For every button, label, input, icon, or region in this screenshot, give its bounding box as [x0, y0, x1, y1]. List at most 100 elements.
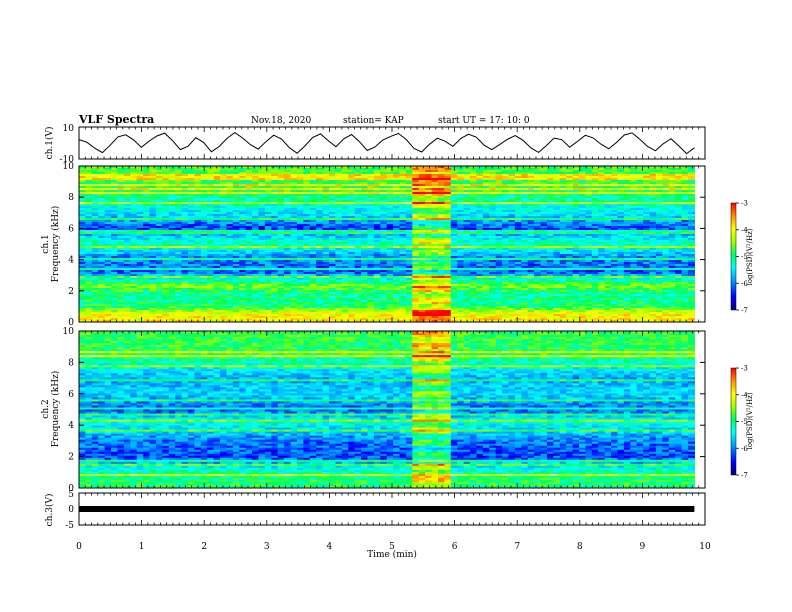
- spectrogram-cell: [437, 252, 445, 255]
- spectrogram-cell: [617, 264, 625, 267]
- spectrogram-cell: [79, 236, 87, 239]
- spectrogram-cell: [290, 266, 298, 269]
- spectrogram-cell: [457, 254, 465, 257]
- spectrogram-cell: [85, 180, 93, 183]
- spectrogram-cell: [636, 236, 644, 239]
- spectrogram-cell: [194, 176, 202, 179]
- spectrogram-cell: [373, 254, 381, 257]
- spectrogram-cell: [348, 174, 356, 177]
- spectrogram-cell: [130, 224, 138, 227]
- spectrogram-cell: [130, 204, 138, 207]
- spectrogram-cell: [604, 188, 612, 191]
- spectrogram-cell: [386, 184, 394, 187]
- spectrogram-cell: [681, 214, 689, 217]
- spectrogram-cell: [85, 192, 93, 195]
- spectrogram-cell: [104, 222, 112, 225]
- spectrogram-cell: [264, 198, 272, 201]
- spectrogram-cell: [277, 206, 285, 209]
- spectrogram-cell: [412, 172, 420, 175]
- spectrogram-cell: [514, 182, 522, 185]
- spectrogram-cell: [553, 256, 561, 259]
- spectrogram-cell: [98, 240, 106, 243]
- spectrogram-cell: [335, 188, 343, 191]
- spectrogram-cell: [354, 252, 362, 255]
- spectrogram-cell: [675, 218, 683, 221]
- spectrogram-cell: [623, 168, 631, 171]
- spectrogram-cell: [418, 224, 426, 227]
- spectrogram-cell: [252, 166, 260, 169]
- spectrogram-cell: [271, 260, 279, 263]
- spectrogram-cell: [604, 210, 612, 213]
- spectrogram-cell: [675, 172, 683, 175]
- spectrogram-cell: [405, 198, 413, 201]
- spectrogram-cell: [111, 244, 119, 247]
- spectrogram-cell: [354, 262, 362, 265]
- spectrogram-cell: [91, 254, 99, 257]
- spectrogram-cell: [643, 214, 651, 217]
- spectrogram-cell: [636, 172, 644, 175]
- spectrogram-cell: [162, 252, 170, 255]
- spectrogram-cell: [630, 206, 638, 209]
- spectrogram-cell: [617, 262, 625, 265]
- spectrogram-cell: [258, 252, 266, 255]
- spectrogram-cell: [309, 242, 317, 245]
- spectrogram-cell: [123, 244, 131, 247]
- spectrogram-cell: [457, 244, 465, 247]
- spectrogram-cell: [79, 214, 87, 217]
- spectrogram-cell: [143, 236, 151, 239]
- spectrogram-cell: [636, 228, 644, 231]
- spectrogram-cell: [470, 240, 478, 243]
- spectrogram-cell: [566, 248, 574, 251]
- spectrogram-cell: [239, 182, 247, 185]
- spectrogram-cell: [534, 238, 542, 241]
- spectrogram-cell: [123, 224, 131, 227]
- spectrogram-cell: [104, 224, 112, 227]
- spectrogram-cell: [91, 240, 99, 243]
- header-date: Nov.18, 2020: [251, 116, 312, 126]
- spectrogram-cell: [591, 240, 599, 243]
- spectrogram-cell: [675, 230, 683, 233]
- spectrogram-cell: [405, 264, 413, 267]
- spectrogram-cell: [277, 196, 285, 199]
- spectrogram-cell: [168, 214, 176, 217]
- spectrogram-cell: [373, 266, 381, 269]
- spectrogram-cell: [361, 240, 369, 243]
- spectrogram-cell: [79, 190, 87, 193]
- spectrogram-cell: [284, 204, 292, 207]
- spectrogram-cell: [296, 166, 304, 169]
- spectrogram-cell: [354, 264, 362, 267]
- spectrogram-cell: [399, 260, 407, 263]
- spectrogram-cell: [636, 176, 644, 179]
- spectrogram-cell: [540, 224, 548, 227]
- spectrogram-cell: [643, 220, 651, 223]
- spectrogram-cell: [585, 248, 593, 251]
- spectrogram-cell: [572, 238, 580, 241]
- spectrogram-cell: [239, 226, 247, 229]
- spectrogram-cell: [412, 196, 420, 199]
- spectrogram-cell: [149, 242, 157, 245]
- spectrogram-cell: [559, 206, 567, 209]
- spectrogram-cell: [649, 236, 657, 239]
- spectrogram-cell: [149, 210, 157, 213]
- spectrogram-cell: [514, 176, 522, 179]
- spectrogram-cell: [655, 170, 663, 173]
- spectrogram-cell: [117, 200, 125, 203]
- spectrogram-cell: [264, 190, 272, 193]
- spectrogram-cell: [373, 196, 381, 199]
- spectrogram-cell: [457, 202, 465, 205]
- spectrogram-cell: [316, 258, 324, 261]
- spectrogram-cell: [437, 266, 445, 269]
- spectrogram-cell: [508, 202, 516, 205]
- spectrogram-cell: [457, 174, 465, 177]
- spectrogram-cell: [136, 234, 144, 237]
- spectrogram-cell: [546, 172, 554, 175]
- spectrogram-cell: [252, 226, 260, 229]
- spectrogram-cell: [187, 172, 195, 175]
- spectrogram-cell: [316, 228, 324, 231]
- spectrogram-cell: [232, 246, 240, 249]
- spectrogram-cell: [111, 248, 119, 251]
- spectrogram-cell: [502, 202, 510, 205]
- spectrogram-cell: [296, 244, 304, 247]
- spectrogram-cell: [611, 198, 619, 201]
- spectrogram-cell: [463, 262, 471, 265]
